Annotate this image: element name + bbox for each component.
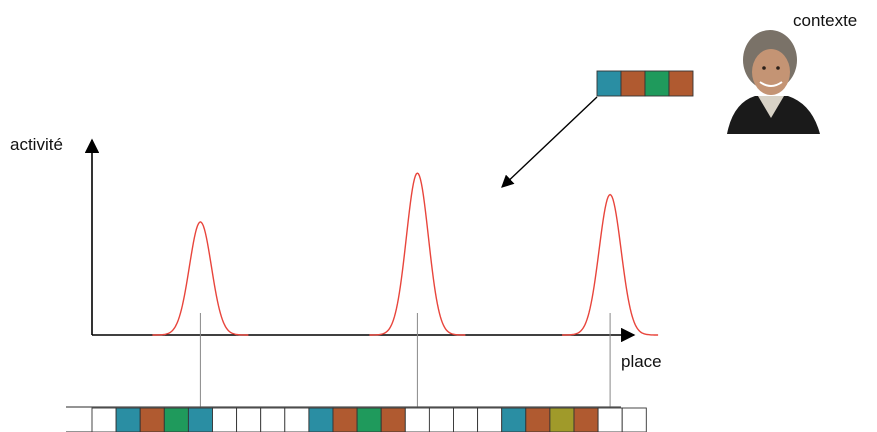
- portrait-shoulders: [727, 96, 820, 134]
- activity-peak-curve: [369, 172, 466, 336]
- portrait-photo: [727, 30, 820, 134]
- association-arrow: [501, 96, 598, 188]
- tape-cell: [597, 407, 623, 432]
- tape-cell: [236, 407, 262, 432]
- tape-cell: [260, 407, 286, 432]
- tape-cell: [332, 407, 358, 432]
- portrait-smile: [759, 81, 783, 87]
- tape-cell: [187, 407, 213, 432]
- place-connectors: [199, 313, 611, 408]
- tape-cell: [139, 407, 165, 432]
- tape-cell: [404, 407, 430, 432]
- context-label: contexte: [793, 11, 857, 30]
- tape-cell: [428, 407, 454, 432]
- tape-cell: [91, 407, 117, 432]
- tape-cell: [453, 407, 479, 432]
- tape-cell: [573, 407, 599, 432]
- y-axis-label: activité: [10, 135, 63, 154]
- portrait-face: [752, 49, 790, 95]
- tape-cell: [115, 407, 141, 432]
- tape-cell: [549, 407, 575, 432]
- place-tape: [66, 406, 647, 432]
- tape-cell: [163, 407, 189, 432]
- tape-cell: [621, 407, 647, 432]
- activity-peaks: [152, 172, 659, 336]
- portrait-eye-left: [762, 66, 766, 70]
- activity-peak-curve: [562, 193, 659, 336]
- context-cell: [620, 70, 646, 97]
- tape-cell: [501, 407, 527, 432]
- tape-cell: [477, 407, 503, 432]
- context-cell: [596, 70, 622, 97]
- tape-cell: [284, 407, 310, 432]
- x-axis-label: place: [621, 352, 662, 371]
- portrait-collar: [758, 96, 784, 118]
- tape-cell: [212, 407, 238, 432]
- portrait-eye-right: [776, 66, 780, 70]
- tape-cell: [356, 407, 382, 432]
- tape-cell: [525, 407, 551, 432]
- activity-peak-curve: [152, 221, 249, 336]
- tape-cell: [380, 407, 406, 432]
- tape-cell: [308, 407, 334, 432]
- context-cell: [644, 70, 670, 97]
- context-pattern: [596, 70, 694, 97]
- context-cell: [668, 70, 694, 97]
